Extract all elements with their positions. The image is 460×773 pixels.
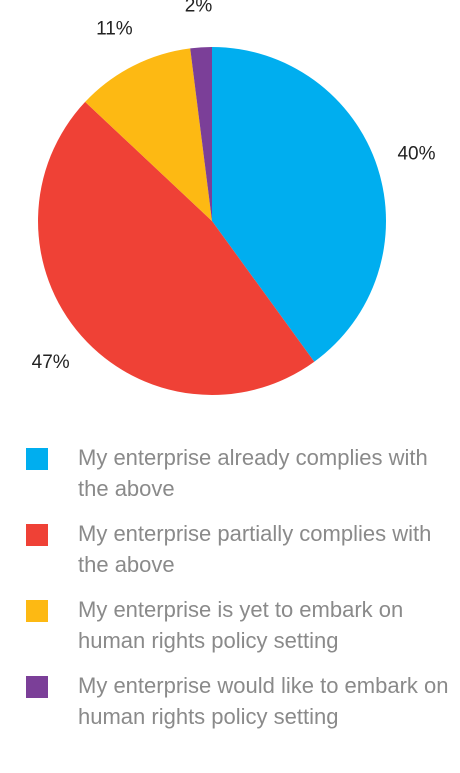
- legend-label-complies: My enterprise already complies with the …: [78, 445, 428, 501]
- legend-item-partially-complies: My enterprise partially complies with th…: [26, 518, 456, 580]
- legend-label-yet-to-embark: My enterprise is yet to embark on human …: [78, 597, 404, 653]
- legend-item-would-like-to-embark: My enterprise would like to embark on hu…: [26, 670, 456, 732]
- chart-legend: My enterprise already complies with the …: [26, 442, 456, 746]
- legend-label-partially-complies: My enterprise partially complies with th…: [78, 521, 432, 577]
- legend-item-complies: My enterprise already complies with the …: [26, 442, 456, 504]
- legend-label-would-like-to-embark: My enterprise would like to embark on hu…: [78, 673, 449, 729]
- pie-label-would-like-to-embark: 2%: [185, 0, 213, 16]
- pie-slice-yet-to-embark: [85, 48, 212, 222]
- pie-label-complies: 40%: [397, 144, 435, 165]
- pie-slices: [38, 46, 386, 395]
- legend-item-yet-to-embark: My enterprise is yet to embark on human …: [26, 594, 456, 656]
- pie-slice-complies: [212, 47, 386, 362]
- legend-swatch-complies: [26, 448, 48, 470]
- pie-slice-would-like-to-embark: [190, 46, 212, 221]
- pie-labels: 40% 47% 11% 2%: [32, 0, 436, 373]
- pie-slice-partially-complies: [38, 101, 315, 395]
- pie-label-partially-complies: 47%: [32, 352, 70, 373]
- legend-swatch-partially-complies: [26, 524, 48, 546]
- pie-label-yet-to-embark: 11%: [96, 18, 133, 39]
- pie-chart: 40% 47% 11% 2%: [32, 0, 436, 395]
- legend-swatch-would-like-to-embark: [26, 676, 48, 698]
- legend-swatch-yet-to-embark: [26, 600, 48, 622]
